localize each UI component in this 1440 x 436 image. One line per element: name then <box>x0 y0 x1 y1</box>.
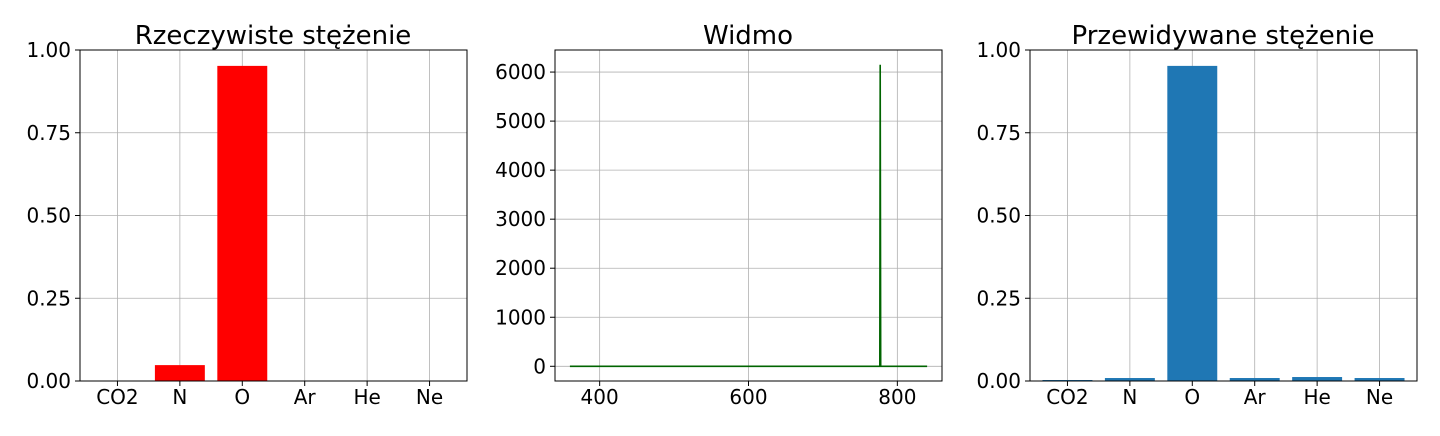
bar-ar <box>1229 378 1280 381</box>
y-tick-label: 5000 <box>495 109 546 133</box>
spectrum-line <box>569 64 928 368</box>
chart-title: Przewidywane stężenie <box>1072 21 1375 51</box>
y-tick-label: 0.75 <box>976 121 1021 145</box>
y-tick-label: 1.00 <box>26 38 71 62</box>
grid-lines <box>555 50 942 381</box>
y-tick-label: 1.00 <box>976 38 1021 62</box>
bar-n <box>1104 378 1155 381</box>
y-tick-label: 2000 <box>495 256 546 280</box>
y-tick-label: 0.50 <box>26 204 71 228</box>
y-tick-label: 0.00 <box>976 369 1021 393</box>
panel-actual-concentration: Rzeczywiste stężenie 0.00 0.25 0.50 0.75 1.0… <box>26 21 468 409</box>
grid-lines <box>80 49 467 382</box>
y-tick-label: 0 <box>533 354 546 378</box>
bar-he <box>1292 377 1343 381</box>
x-tick-label: He <box>1303 385 1330 409</box>
x-tick-label: 400 <box>581 385 619 409</box>
x-tick-label: 800 <box>878 385 916 409</box>
bar-n <box>154 365 205 381</box>
x-tick-label: Ne <box>1366 385 1393 409</box>
x-tick-label: He <box>353 385 380 409</box>
panel-spectrum: Widmo 0 1000 2000 3000 4000 5000 6000 400 600 800 <box>495 21 943 409</box>
x-tick-label: CO2 <box>1046 385 1088 409</box>
x-tick-label: 600 <box>729 385 767 409</box>
x-tick-label: O <box>1184 385 1200 409</box>
bar-o <box>217 65 268 381</box>
series-line <box>569 64 928 368</box>
y-tick-label: 1000 <box>495 305 546 329</box>
grid-lines <box>1030 49 1417 382</box>
x-tick-label: N <box>1122 385 1137 409</box>
y-tick-label: 0.25 <box>976 286 1021 310</box>
axes-frame <box>554 49 943 382</box>
bars <box>154 65 268 381</box>
y-tick-label: 0.75 <box>26 121 71 145</box>
y-tick-label: 0.00 <box>26 369 71 393</box>
y-tick-label: 3000 <box>495 207 546 231</box>
tick-labels: 0.00 0.25 0.50 0.75 1.00 CO2 N O Ar He Ne <box>976 38 1393 409</box>
x-tick-label: CO2 <box>96 385 138 409</box>
x-tick-label: Ar <box>294 385 317 409</box>
x-tick-label: Ne <box>416 385 443 409</box>
axes-frame <box>79 49 468 382</box>
chart-title: Rzeczywiste stężenie <box>135 21 412 51</box>
y-tick-label: 0.25 <box>26 286 71 310</box>
y-tick-label: 4000 <box>495 158 546 182</box>
tick-labels: 0.00 0.25 0.50 0.75 1.00 CO2 N O Ar He Ne <box>26 38 443 409</box>
bar-ne <box>1354 378 1405 381</box>
y-tick-label: 0.50 <box>976 204 1021 228</box>
bars <box>1042 65 1405 381</box>
x-tick-label: N <box>172 385 187 409</box>
x-tick-label: Ar <box>1244 385 1267 409</box>
chart-title: Widmo <box>703 21 793 51</box>
panel-predicted-concentration: Przewidywane stężenie 0.00 0.25 0.50 0.75 1.… <box>976 21 1418 409</box>
y-tick-label: 6000 <box>495 60 546 84</box>
bar-o <box>1167 65 1218 381</box>
x-tick-label: O <box>234 385 250 409</box>
axes-frame <box>1029 49 1418 382</box>
tick-labels: 0 1000 2000 3000 4000 5000 6000 400 600 800 <box>495 60 916 409</box>
